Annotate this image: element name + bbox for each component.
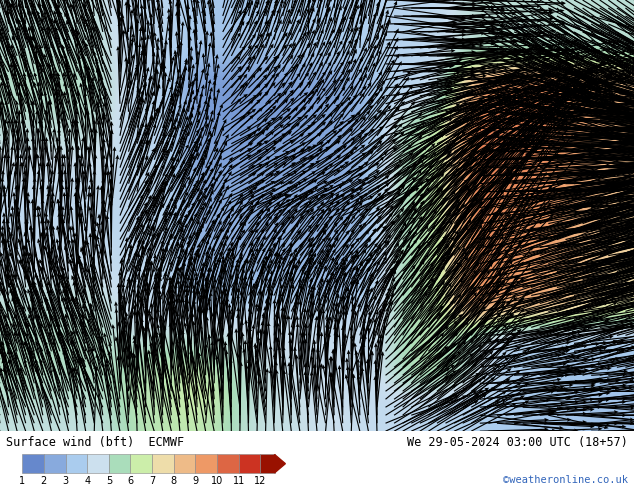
Text: 9: 9: [193, 476, 198, 486]
Bar: [22, 455, 44, 473]
Bar: [131, 455, 152, 473]
Text: We 29-05-2024 03:00 UTC (18+57): We 29-05-2024 03:00 UTC (18+57): [407, 436, 628, 449]
Text: 8: 8: [171, 476, 177, 486]
Text: ©weatheronline.co.uk: ©weatheronline.co.uk: [503, 475, 628, 485]
Bar: [109, 455, 131, 473]
Text: 6: 6: [127, 476, 134, 486]
Text: 4: 4: [84, 476, 90, 486]
Bar: [44, 455, 65, 473]
Bar: [239, 455, 261, 473]
Text: 11: 11: [233, 476, 245, 486]
Text: 3: 3: [63, 476, 68, 486]
Polygon shape: [275, 455, 285, 473]
Bar: [152, 455, 174, 473]
Text: 1: 1: [19, 476, 25, 486]
Bar: [195, 455, 217, 473]
Bar: [261, 455, 275, 473]
Text: 12: 12: [254, 476, 267, 486]
Text: 2: 2: [41, 476, 47, 486]
Bar: [87, 455, 109, 473]
Text: 7: 7: [149, 476, 155, 486]
Bar: [217, 455, 239, 473]
Text: Surface wind (bft)  ECMWF: Surface wind (bft) ECMWF: [6, 436, 184, 449]
Text: 10: 10: [211, 476, 223, 486]
Bar: [65, 455, 87, 473]
Bar: [174, 455, 195, 473]
Text: 5: 5: [106, 476, 112, 486]
